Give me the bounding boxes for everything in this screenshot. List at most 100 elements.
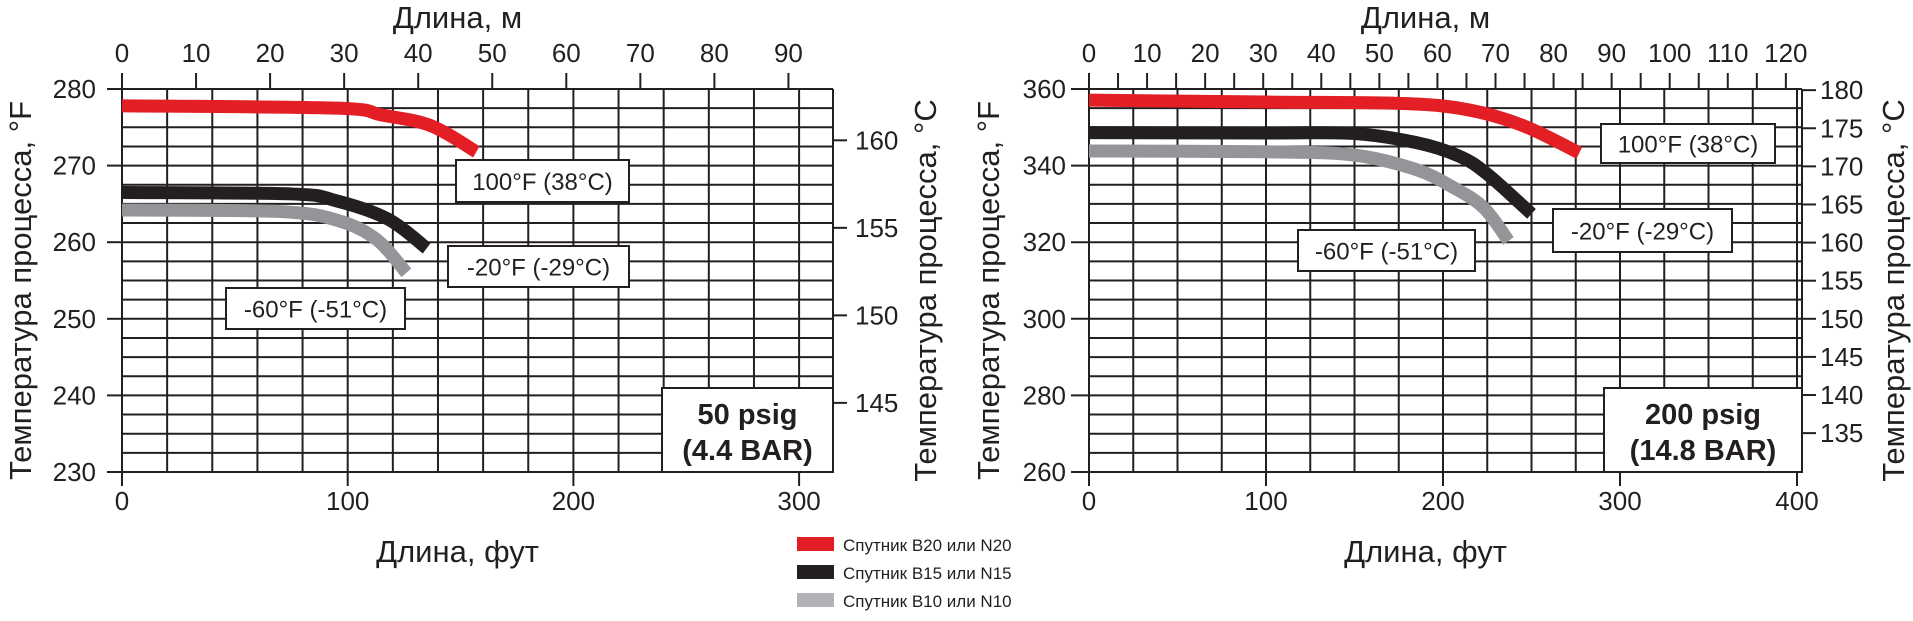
- x-tick-label-m: 10: [182, 38, 211, 68]
- y-right-tick-label: 170: [1820, 151, 1863, 181]
- y-right-tick-label: 145: [1820, 342, 1863, 372]
- x-tick-label-m: 20: [1191, 38, 1220, 68]
- x-tick-label-m: 70: [626, 38, 655, 68]
- pressure-label-psig: 50 psig: [698, 399, 798, 431]
- y-right-tick-label: 150: [855, 300, 898, 330]
- x-tick-label-m: 70: [1481, 38, 1510, 68]
- x-tick-label-m: 100: [1648, 38, 1691, 68]
- series-label-box: [1297, 229, 1476, 272]
- y-right-tick-label: 140: [1820, 380, 1863, 410]
- x-tick-label-m: 60: [1423, 38, 1452, 68]
- y-right-tick-label: 160: [855, 125, 898, 155]
- y-tick-label: 280: [53, 74, 96, 104]
- series-line-2: [1088, 126, 1536, 219]
- x-tick-label-m: 10: [1133, 38, 1162, 68]
- x-tick-label-ft: 200: [1421, 486, 1464, 516]
- x-tick-label-ft: 200: [552, 486, 595, 516]
- series-label-box: [447, 245, 630, 288]
- series-label: -60°F (-51°C): [244, 297, 387, 324]
- chart-panel-2: 260 280 300 320 340 360 0 100 200 300 400 0 10 20 30 40…: [971, 0, 1911, 569]
- y-right-tick-label: 160: [1820, 228, 1863, 258]
- x-tick-label-ft: 100: [1244, 486, 1287, 516]
- x-axis-title-bottom: Длина, фут: [1344, 534, 1507, 569]
- series-label-box: [1552, 208, 1733, 253]
- series-label: -20°F (-29°C): [1571, 219, 1714, 246]
- x-tick-label-ft: 0: [1082, 486, 1096, 516]
- series-label-box: [225, 287, 406, 330]
- y-right-tick-label: 150: [1820, 304, 1863, 334]
- series-line-2: [121, 185, 431, 254]
- y-axis-title-right: Температура процесса, °C: [908, 99, 943, 482]
- y-tick-label: 240: [53, 380, 96, 410]
- x-axis-title-top: Длина, м: [1361, 0, 1490, 35]
- x-tick-label-m: 50: [1365, 38, 1394, 68]
- y-tick-label: 280: [1023, 380, 1066, 410]
- y-axis-title-left: Температура процесса, °F: [971, 101, 1006, 480]
- series-line-3: [121, 203, 412, 278]
- legend-swatch: [797, 537, 834, 551]
- legend-swatch: [797, 593, 834, 607]
- x-tick-label-m: 90: [1597, 38, 1626, 68]
- x-tick-label-m: 120: [1764, 38, 1807, 68]
- y-axis-title-right: Температура процесса, °C: [1876, 99, 1911, 482]
- x-axis-title-top: Длина, м: [393, 0, 522, 35]
- x-tick-label-m: 20: [256, 38, 285, 68]
- y-axis-title-left: Температура процесса, °F: [3, 101, 38, 480]
- x-tick-label-m: 110: [1707, 38, 1748, 68]
- series-label: -60°F (-51°C): [1315, 239, 1458, 266]
- y-right-tick-label: 165: [1820, 189, 1863, 219]
- x-tick-label-m: 40: [1307, 38, 1336, 68]
- series-label: 100°F (38°C): [472, 169, 613, 196]
- pressure-box: [1603, 387, 1803, 473]
- y-tick-label: 250: [53, 304, 96, 334]
- x-tick-label-m: 30: [1249, 38, 1278, 68]
- x-tick-label-ft: 100: [326, 486, 369, 516]
- legend: Спутник B20 или N20 Спутник B15 или N15 Сп…: [797, 536, 1012, 611]
- x-tick-label-m: 60: [552, 38, 581, 68]
- x-tick-label-m: 0: [1082, 38, 1096, 68]
- y-tick-label: 260: [1023, 457, 1066, 487]
- pressure-label-bar: (14.8 BAR): [1630, 435, 1777, 467]
- series-label-box: [455, 159, 630, 203]
- x-tick-label-m: 0: [115, 38, 129, 68]
- x-tick-label-m: 50: [478, 38, 507, 68]
- y-right-tick-label: 145: [855, 388, 898, 418]
- pressure-label-psig: 200 psig: [1645, 399, 1761, 431]
- x-tick-label-m: 30: [330, 38, 359, 68]
- series-line-3: [1088, 144, 1514, 245]
- x-tick-label-m: 80: [1539, 38, 1568, 68]
- y-tick-label: 260: [53, 227, 96, 257]
- chart-panel-1: 230 240 250 260 270 280 0 100 200 300 0 10 20 30 40 50 6…: [3, 0, 943, 569]
- series-line-1: [1088, 93, 1583, 159]
- y-tick-label: 230: [53, 457, 96, 487]
- series-label-box: [1600, 123, 1776, 164]
- y-right-tick-label: 180: [1820, 75, 1863, 105]
- y-right-tick-label: 135: [1820, 418, 1863, 448]
- series-label: -20°F (-29°C): [467, 255, 610, 282]
- y-tick-label: 340: [1023, 151, 1066, 181]
- x-tick-label-m: 40: [404, 38, 433, 68]
- pressure-label-bar: (4.4 BAR): [682, 435, 813, 467]
- y-right-tick-label: 155: [1820, 266, 1863, 296]
- x-tick-label-ft: 300: [1598, 486, 1641, 516]
- x-tick-label-m: 80: [700, 38, 729, 68]
- x-tick-label-ft: 300: [777, 486, 820, 516]
- series-label: 100°F (38°C): [1618, 132, 1759, 159]
- pressure-box: [661, 387, 834, 473]
- x-tick-label-m: 90: [774, 38, 803, 68]
- y-tick-label: 270: [53, 151, 96, 181]
- y-right-tick-label: 155: [855, 213, 898, 243]
- legend-label: Спутник B10 или N10: [843, 592, 1012, 611]
- x-tick-label-ft: 400: [1775, 486, 1818, 516]
- series-line-1: [121, 99, 480, 158]
- y-tick-label: 300: [1023, 304, 1066, 334]
- x-axis-title-bottom: Длина, фут: [376, 534, 539, 569]
- y-tick-label: 360: [1023, 74, 1066, 104]
- x-tick-label-ft: 0: [115, 486, 129, 516]
- legend-label: Спутник B20 или N20: [843, 536, 1012, 555]
- y-tick-label: 320: [1023, 227, 1066, 257]
- legend-swatch: [797, 565, 834, 579]
- y-right-tick-label: 175: [1820, 113, 1863, 143]
- legend-label: Спутник B15 или N15: [843, 564, 1012, 583]
